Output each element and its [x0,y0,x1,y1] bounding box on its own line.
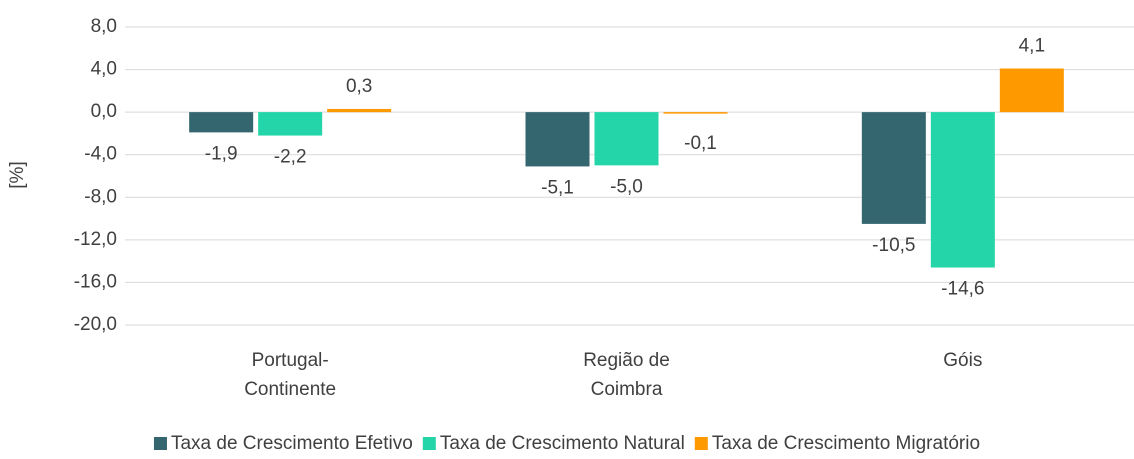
data-label: 4,1 [1019,36,1045,57]
y-tick-label: -20,0 [74,314,117,335]
data-label: -2,2 [274,147,307,168]
data-label: -1,9 [205,143,238,164]
y-tick-label: -12,0 [74,229,117,250]
x-tick-label: Góis [943,350,982,371]
legend-swatch [422,437,436,450]
legend-label: Taxa de Crescimento Migratório [712,433,980,454]
bar [189,112,254,133]
y-tick-label: 0,0 [91,101,117,122]
data-label: 0,3 [346,76,372,97]
bar [930,112,995,268]
data-label: -5,0 [610,176,643,197]
y-tick-label: -8,0 [84,186,117,207]
data-label: -10,5 [872,235,915,256]
y-axis-label: [%] [7,161,28,188]
data-label: -0,1 [684,133,717,154]
bar [327,108,392,113]
legend-swatch [694,437,708,450]
y-tick-label: -16,0 [74,271,117,292]
bar [525,112,590,167]
bar [258,112,323,136]
legend-label: Taxa de Crescimento Efetivo [171,433,413,454]
data-label: -5,1 [541,177,574,198]
x-tick-label: Portugal- [252,350,329,371]
data-label: -14,6 [941,279,984,300]
bar [663,112,728,114]
x-tick-label: Região de [583,350,670,371]
bar [594,112,659,166]
legend-label: Taxa de Crescimento Natural [440,433,685,454]
legend-swatch [153,437,167,450]
y-tick-label: 8,0 [91,16,117,37]
x-tick-label: Continente [244,379,336,400]
bar [999,68,1064,113]
y-tick-label: -4,0 [84,144,117,165]
y-tick-label: 4,0 [91,59,117,80]
x-tick-label: Coimbra [591,379,663,400]
bar [861,112,926,224]
